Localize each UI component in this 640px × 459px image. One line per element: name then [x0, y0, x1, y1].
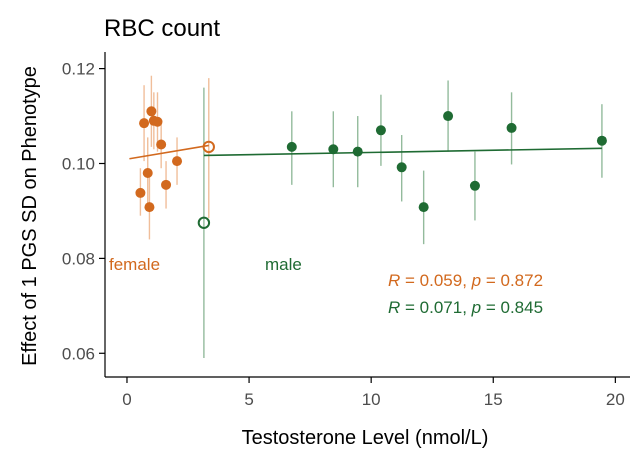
point-female: [152, 116, 163, 127]
y-tick-label: 0.06: [62, 344, 95, 363]
x-tick-label: 0: [122, 390, 131, 409]
point-female: [142, 167, 153, 178]
axis-ticks: 0 5 10 15 20 0.06 0.08 0.10 0.12: [62, 60, 625, 409]
point-male: [352, 146, 363, 157]
y-axis-label: Effect of 1 PGS SD on Phenotype: [19, 66, 41, 366]
chart-title: RBC count: [104, 15, 220, 42]
data-points: [135, 106, 607, 230]
regression-lines: [129, 144, 602, 160]
legend-label-female: female: [109, 255, 160, 274]
point-male: [596, 135, 607, 146]
y-tick-label: 0.12: [62, 60, 95, 79]
point-male: [443, 111, 454, 122]
y-tick-label: 0.08: [62, 249, 95, 268]
open-point-female: [202, 140, 215, 154]
point-male: [506, 122, 517, 133]
x-tick-label: 15: [484, 390, 503, 409]
point-male: [375, 125, 386, 136]
point-female: [139, 118, 150, 129]
point-female: [135, 187, 146, 198]
point-female: [161, 179, 172, 190]
stat-annotation-male: R = 0.071, p = 0.845: [388, 298, 543, 317]
open-point-male: [197, 216, 211, 230]
point-male: [418, 202, 429, 213]
legend-label-male: male: [265, 255, 302, 274]
fit-line-female: [129, 144, 209, 160]
fit-line-male: [203, 147, 602, 157]
x-tick-label: 10: [362, 390, 381, 409]
x-axis-label: Testosterone Level (nmol/L): [242, 427, 489, 449]
x-tick-label: 5: [244, 390, 253, 409]
x-tick-label: 20: [606, 390, 625, 409]
point-male: [328, 144, 339, 155]
y-tick-label: 0.10: [62, 154, 95, 173]
point-female: [172, 156, 183, 167]
point-female: [146, 106, 157, 117]
point-female: [156, 139, 167, 150]
stat-annotation-female: R = 0.059, p = 0.872: [388, 271, 543, 290]
point-male: [396, 162, 407, 173]
point-male: [469, 180, 480, 191]
point-male: [286, 141, 297, 152]
point-female: [144, 202, 155, 213]
